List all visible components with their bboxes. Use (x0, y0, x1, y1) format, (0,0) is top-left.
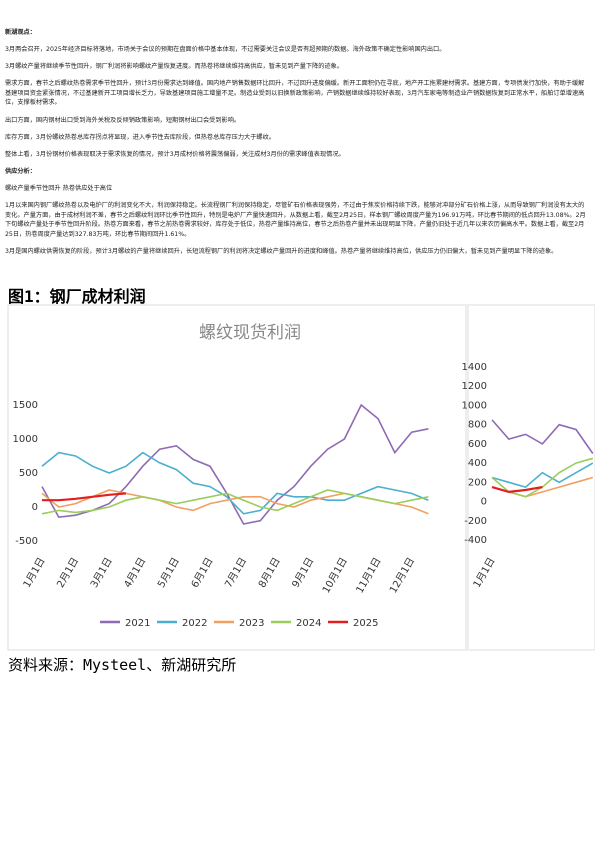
y-tick-label: 400 (468, 458, 487, 469)
series-line (41, 403, 429, 525)
heading: 供应分析： (5, 167, 36, 175)
y-tick-label: 1000 (13, 434, 38, 445)
figure-caption: 图1：钢厂成材利润 (8, 287, 146, 306)
paragraph: 库存方面，3月份螺纹热卷总库存拐点将显现，进入季节性去库阶段，但热卷总库存压力大… (5, 133, 275, 141)
chart-title: 螺纹现货利润 (199, 323, 301, 343)
legend-label: 2021 (125, 618, 150, 629)
y-tick-label: 1500 (13, 400, 38, 411)
y-tick-label: 0 (481, 497, 487, 508)
y-tick-label: 1200 (462, 381, 487, 392)
y-tick-label: 800 (468, 420, 487, 431)
legend-label: 2023 (239, 618, 264, 629)
paragraph-group: 1月以来国内钢厂螺纹热卷以及电炉厂的利润变化不大，利润保持稳定。长流程钢厂利润保… (5, 201, 590, 256)
paragraph: 3月是国内螺纹供需恢复的阶段，预计3月螺纹的产量将继续回升，长短流程钢厂的利润将… (5, 247, 558, 255)
paragraph-group: 3月两会召开，2025年经济目标将落地，市场关于会议的预期在盘面价格中基本体现，… (5, 45, 590, 159)
y-tick-label: -500 (15, 536, 38, 547)
y-tick-label: 500 (19, 468, 38, 479)
paragraph: 整体上看，3月份钢材价格表现取决于需求恢复的情况，预计3月成材价格将震荡偏弱，关… (5, 150, 345, 158)
heading: 新湖观点： (5, 29, 36, 36)
y-tick-label: 1400 (462, 362, 487, 373)
series-line (491, 419, 594, 454)
paragraph: 1月以来国内钢厂螺纹热卷以及电炉厂的利润变化不大，利润保持稳定。长流程钢厂利润保… (5, 202, 586, 238)
figure-source: 资料来源：Mysteel、新湖研究所 (8, 656, 237, 674)
legend-label: 2022 (182, 618, 207, 629)
y-tick-label: -400 (464, 535, 487, 546)
text-body: 新湖观点： 3月两会召开，2025年经济目标将落地，市场关于会议的预期在盘面价格… (5, 28, 590, 264)
y-tick-label: 0 (32, 502, 38, 513)
paragraph: 3月两会召开，2025年经济目标将落地，市场关于会议的预期在盘面价格中基本体现，… (5, 46, 446, 54)
paragraph: 需求方面，春节之后螺纹热卷需求季节性回升，预计3月份需求达到峰值。国内地产销售数… (5, 80, 585, 107)
subheading: 螺纹产量季节性回升 热卷供应处于高位 (5, 184, 113, 192)
y-tick-label: 200 (468, 477, 487, 488)
y-tick-label: -200 (464, 516, 487, 527)
y-tick-label: 1000 (462, 400, 487, 411)
paragraph: 3月螺纹产量将继续季节性回升，钢厂利润将影响螺纹产量恢复进度。而热卷将继续维持高… (5, 63, 344, 71)
legend-label: 2024 (296, 618, 321, 629)
figure-divider (465, 305, 469, 650)
series-line (41, 451, 429, 515)
series-line (491, 462, 594, 488)
series-line (42, 492, 127, 502)
legend-label: 2025 (353, 618, 378, 629)
series-line (41, 489, 429, 515)
y-tick-label: 600 (468, 439, 487, 450)
series-line (491, 486, 543, 494)
paragraph: 出口方面，国内钢材出口受到海外关税及反倾销政策影响，短期钢材出口会受到影响。 (5, 116, 241, 124)
